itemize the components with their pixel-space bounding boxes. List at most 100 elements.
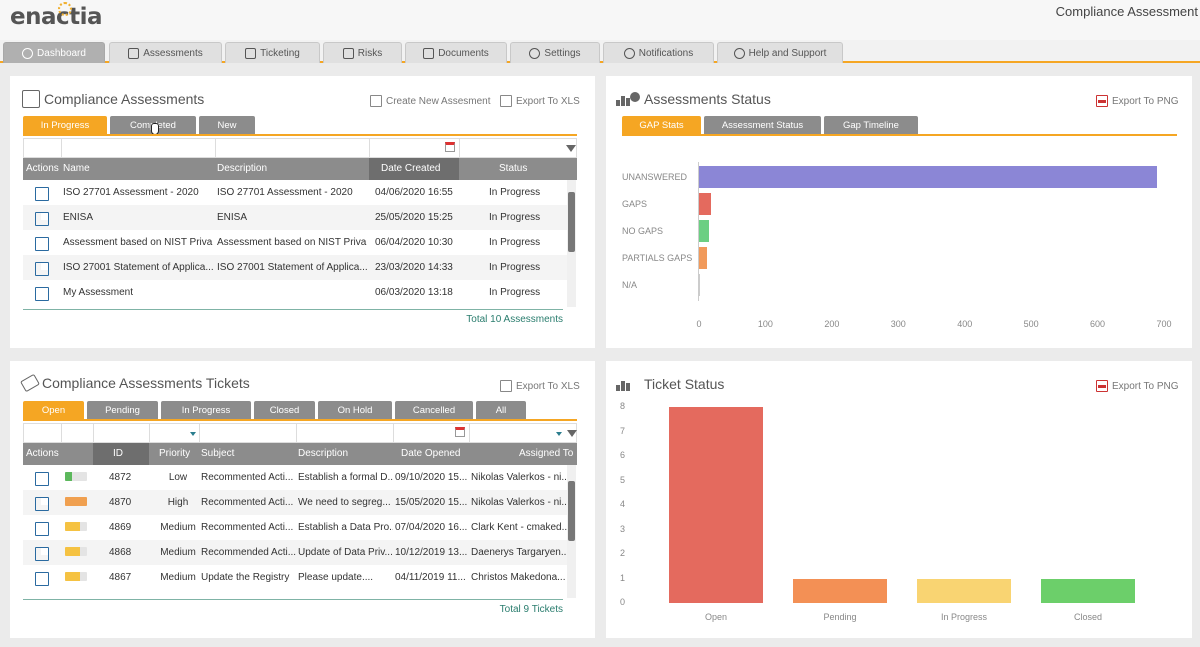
ticket-bar-closed[interactable] bbox=[1041, 578, 1135, 603]
nav-tab-help-and-support[interactable]: Help and Support bbox=[717, 42, 843, 63]
col-subject[interactable]: Subject bbox=[201, 448, 235, 459]
tickets-scrollbar[interactable] bbox=[567, 465, 576, 598]
assessment-name[interactable]: ENISA bbox=[63, 212, 94, 223]
gap-bar-n-a[interactable] bbox=[699, 274, 700, 296]
filter-cell[interactable] bbox=[24, 424, 62, 443]
filter-cell[interactable] bbox=[216, 139, 370, 158]
status-export-png-link[interactable]: Export To PNG bbox=[1096, 95, 1179, 107]
nav-tab-dashboard[interactable]: Dashboard bbox=[3, 42, 105, 63]
filter-cell[interactable] bbox=[62, 424, 94, 443]
nav-tab-assessments[interactable]: Assessments bbox=[109, 42, 222, 63]
assessment-name[interactable]: ISO 27701 Assessment - 2020 bbox=[63, 187, 199, 198]
col-date-created[interactable]: Date Created bbox=[381, 163, 441, 174]
tab-new[interactable]: New bbox=[199, 116, 255, 135]
ticket-bar-in-progress[interactable] bbox=[917, 578, 1011, 603]
open-external-icon[interactable] bbox=[35, 287, 49, 301]
ticket-id[interactable]: 4869 bbox=[109, 522, 132, 533]
ticket-tab-cancelled[interactable]: Cancelled bbox=[395, 401, 473, 420]
nav-tab-risks[interactable]: Risks bbox=[323, 42, 402, 63]
gap-bar-gaps[interactable] bbox=[699, 193, 711, 215]
scroll-thumb[interactable] bbox=[568, 192, 575, 252]
open-external-icon[interactable] bbox=[35, 237, 49, 251]
table-row[interactable]: 4867 Medium Update the Registry Please upda… bbox=[23, 565, 567, 590]
open-external-icon[interactable] bbox=[35, 212, 49, 226]
tickets-export-xls-link[interactable]: Export To XLS bbox=[500, 380, 580, 392]
gap-bar-no-gaps[interactable] bbox=[699, 220, 709, 242]
col-description[interactable]: Description bbox=[217, 163, 268, 174]
col-description[interactable]: Description bbox=[298, 448, 349, 459]
ticket-tab-on-hold[interactable]: On Hold bbox=[318, 401, 392, 420]
col-date-opened[interactable]: Date Opened bbox=[401, 448, 461, 459]
col-actions[interactable]: Actions bbox=[26, 448, 59, 459]
filter-cell[interactable] bbox=[94, 424, 150, 443]
ticket-tab-closed[interactable]: Closed bbox=[254, 401, 315, 420]
ticket-id[interactable]: 4870 bbox=[109, 497, 132, 508]
nav-tab-notifications[interactable]: Notifications bbox=[603, 42, 714, 63]
ticket-id[interactable]: 4867 bbox=[109, 572, 132, 583]
table-row[interactable]: ISO 27701 Assessment - 2020 ISO 27701 Ass… bbox=[23, 180, 567, 205]
ticket-tab-in-progress[interactable]: In Progress bbox=[161, 401, 251, 420]
col-status[interactable]: Status bbox=[499, 163, 528, 174]
ticket-id[interactable]: 4872 bbox=[109, 472, 132, 483]
dropdown-arrow-icon[interactable] bbox=[556, 432, 562, 436]
tab-in-progress[interactable]: In Progress bbox=[23, 116, 107, 135]
col-assigned-to[interactable]: Assigned To bbox=[519, 448, 574, 459]
open-external-icon[interactable] bbox=[35, 187, 49, 201]
assessments-scrollbar[interactable] bbox=[567, 180, 576, 307]
ticket-tab-all[interactable]: All bbox=[476, 401, 526, 420]
create-assessment-link[interactable]: Create New Assesment bbox=[370, 95, 491, 107]
table-row[interactable]: ISO 27001 Statement of Applica... ISO 270… bbox=[23, 255, 567, 280]
assessment-name[interactable]: My Assessment bbox=[63, 287, 134, 298]
assessment-name[interactable]: ISO 27001 Statement of Applica... bbox=[63, 262, 213, 273]
filter-cell[interactable] bbox=[370, 139, 460, 158]
calendar-icon[interactable] bbox=[455, 427, 465, 437]
ticket-bar-open[interactable] bbox=[669, 407, 763, 603]
filter-cell[interactable] bbox=[297, 424, 394, 443]
assessments-export-xls-link[interactable]: Export To XLS bbox=[500, 95, 580, 107]
filter-cell[interactable] bbox=[394, 424, 470, 443]
table-row[interactable]: 4869 Medium Recommented Acti... Establish a… bbox=[23, 515, 567, 540]
nav-tab-ticketing[interactable]: Ticketing bbox=[225, 42, 320, 63]
ticket-tab-pending[interactable]: Pending bbox=[87, 401, 158, 420]
col-name[interactable]: Name bbox=[63, 163, 90, 174]
tab-assessment-status[interactable]: Assessment Status bbox=[704, 116, 821, 135]
filter-icon[interactable] bbox=[567, 430, 577, 437]
col-priority[interactable]: Priority bbox=[159, 448, 191, 459]
table-row[interactable]: My Assessment 06/03/2020 13:18 In Progress bbox=[23, 280, 567, 305]
col-id[interactable]: ID bbox=[113, 448, 123, 459]
table-row[interactable]: ENISA ENISA 25/05/2020 15:25 In Progress bbox=[23, 205, 567, 230]
tab-gap-stats[interactable]: GAP Stats bbox=[622, 116, 701, 135]
open-external-icon[interactable] bbox=[35, 472, 49, 486]
open-external-icon[interactable] bbox=[35, 572, 49, 586]
assessment-name[interactable]: Assessment based on NIST Priva... bbox=[63, 237, 213, 248]
col-actions[interactable]: Actions bbox=[26, 163, 59, 174]
ticket-bar-pending[interactable] bbox=[793, 578, 887, 603]
filter-cell[interactable] bbox=[150, 424, 200, 443]
ticket-priority: High bbox=[167, 497, 189, 508]
open-external-icon[interactable] bbox=[35, 262, 49, 276]
nav-tab-documents[interactable]: Documents bbox=[405, 42, 507, 63]
calendar-icon[interactable] bbox=[445, 142, 455, 152]
filter-cell[interactable] bbox=[24, 139, 62, 158]
open-external-icon[interactable] bbox=[35, 522, 49, 536]
tab-gap-timeline[interactable]: Gap Timeline bbox=[824, 116, 918, 135]
open-external-icon[interactable] bbox=[35, 547, 49, 561]
nav-tab-settings[interactable]: Settings bbox=[510, 42, 600, 63]
open-external-icon[interactable] bbox=[35, 497, 49, 511]
gap-bar-unanswered[interactable] bbox=[699, 166, 1158, 188]
dropdown-arrow-icon[interactable] bbox=[190, 432, 196, 436]
ticket-id[interactable]: 4868 bbox=[109, 547, 132, 558]
ticket-status-export-png-link[interactable]: Export To PNG bbox=[1096, 380, 1179, 392]
ticket-tab-open[interactable]: Open bbox=[23, 401, 84, 420]
scroll-thumb[interactable] bbox=[568, 481, 575, 541]
filter-icon[interactable] bbox=[566, 145, 576, 152]
table-row[interactable]: Assessment based on NIST Priva... Assessm… bbox=[23, 230, 567, 255]
filter-cell[interactable] bbox=[62, 139, 216, 158]
gap-bar-partials-gaps[interactable] bbox=[699, 247, 707, 269]
table-row[interactable]: 4868 Medium Recommended Acti... Update of D… bbox=[23, 540, 567, 565]
filter-cell[interactable] bbox=[200, 424, 297, 443]
table-row[interactable]: 4872 Low Recommented Acti... Establish a fo… bbox=[23, 465, 567, 490]
brand-logo[interactable]: enactia bbox=[10, 4, 103, 30]
table-row[interactable]: 4870 High Recommented Acti... We need to se… bbox=[23, 490, 567, 515]
x-tick-label: 100 bbox=[757, 319, 773, 329]
